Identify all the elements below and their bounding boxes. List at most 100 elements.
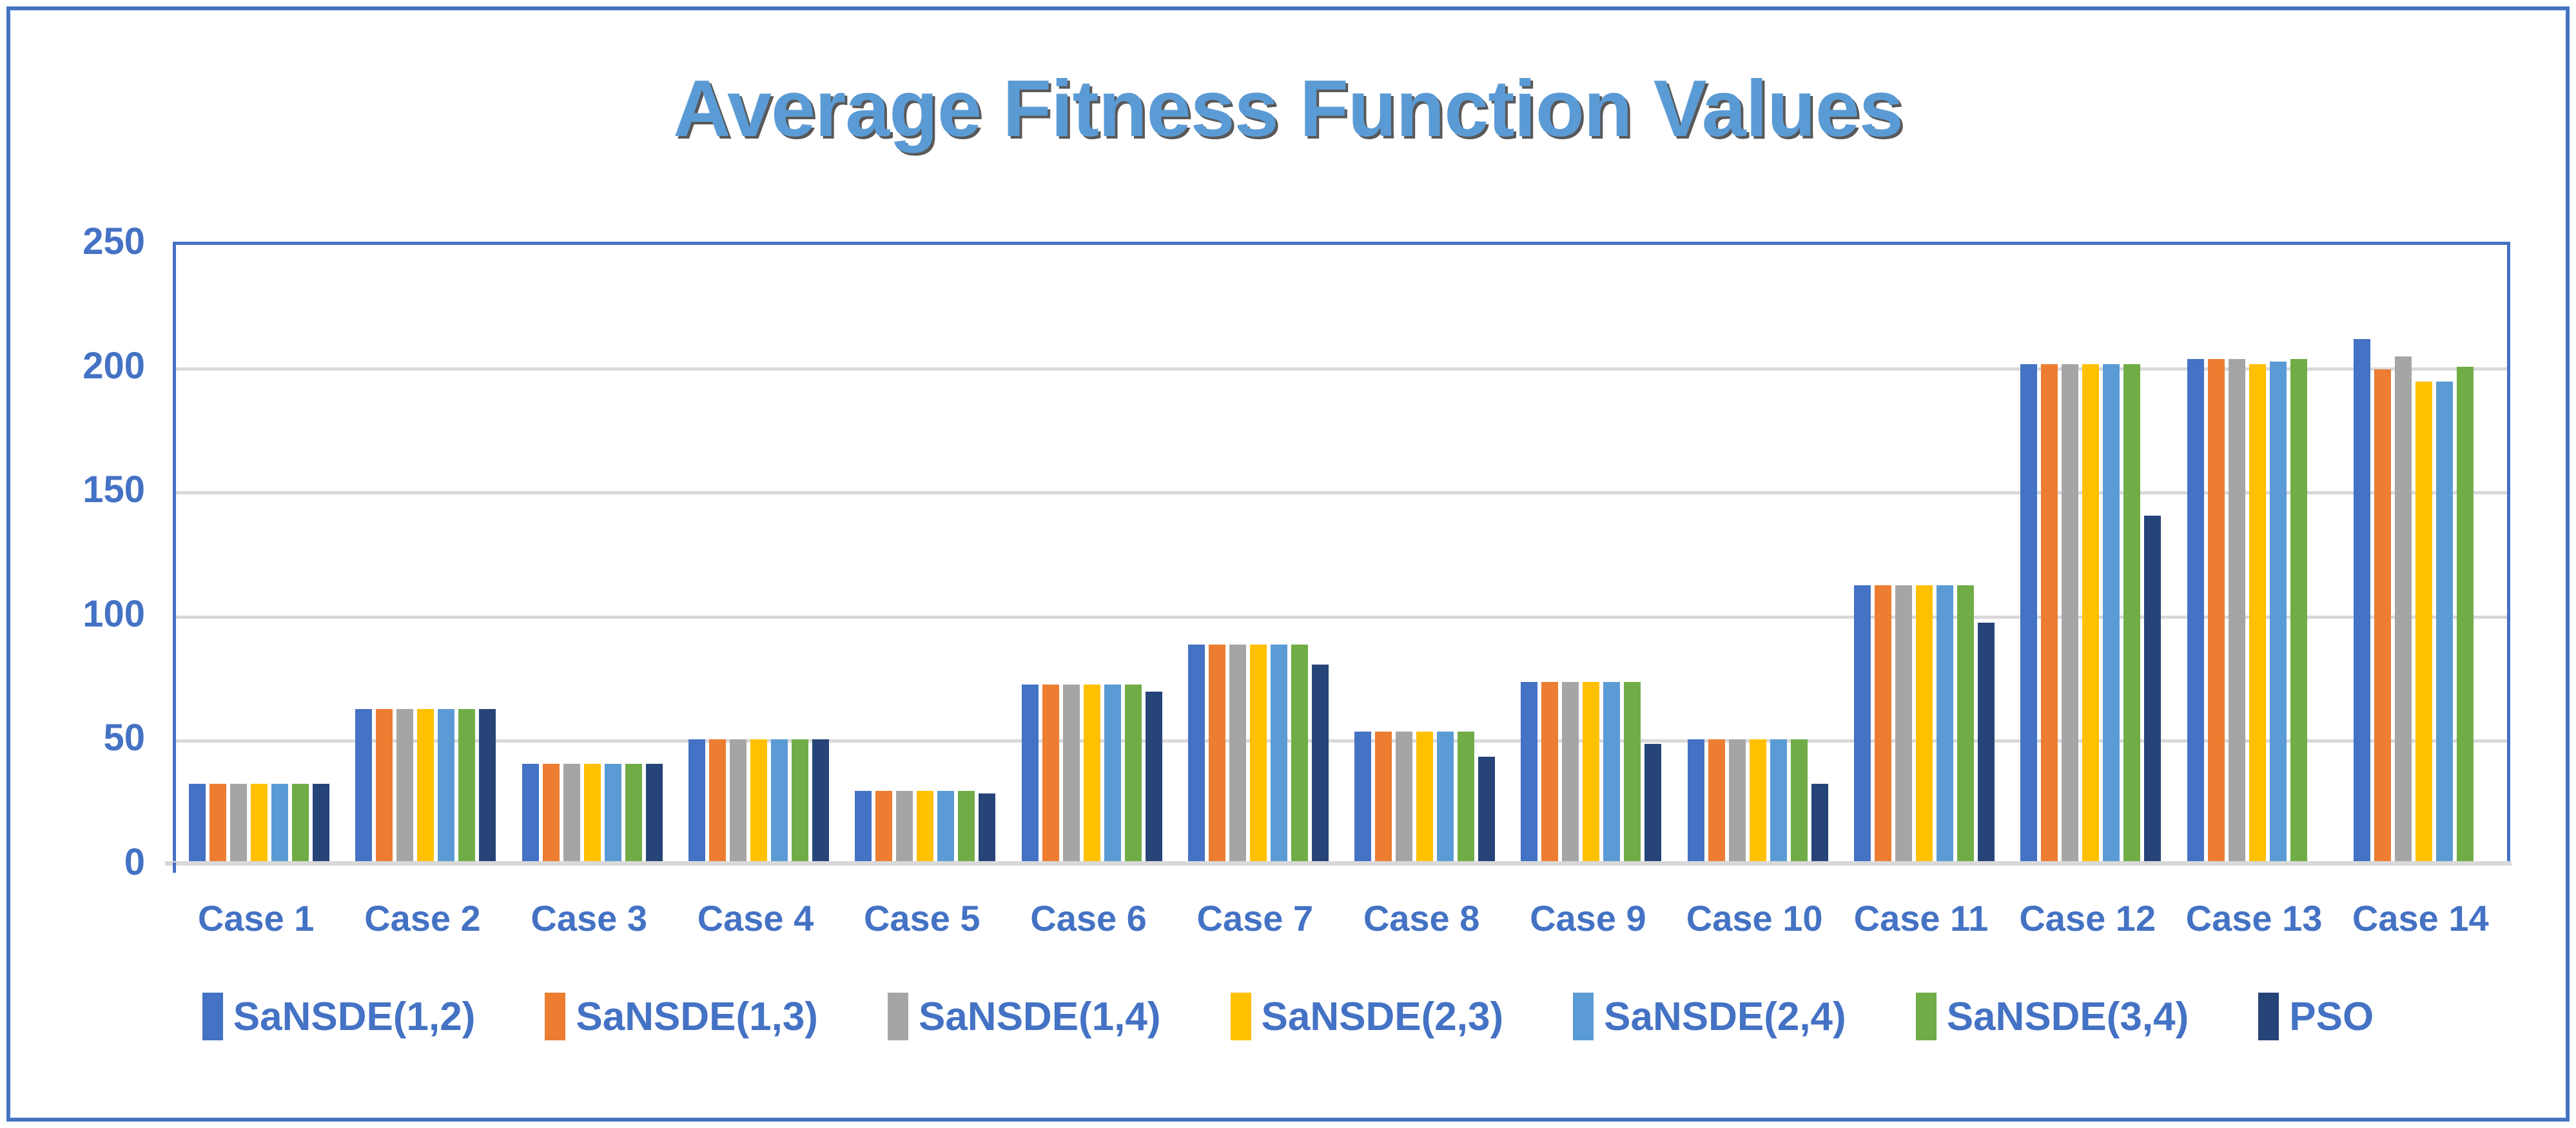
bar[interactable] xyxy=(812,739,829,866)
bar[interactable] xyxy=(1229,645,1246,866)
bar[interactable] xyxy=(563,764,580,866)
bar[interactable] xyxy=(2290,359,2307,866)
bar[interactable] xyxy=(1311,665,1329,866)
bar[interactable] xyxy=(189,784,206,866)
bar[interactable] xyxy=(750,739,767,866)
bar[interactable] xyxy=(1915,585,1933,866)
bar[interactable] xyxy=(2374,369,2391,866)
bar[interactable] xyxy=(1104,685,1121,866)
bar[interactable] xyxy=(708,739,726,866)
chart-title[interactable]: Average Fitness Function Values xyxy=(673,64,1904,153)
bar[interactable] xyxy=(1624,682,1641,866)
bar[interactable] xyxy=(1375,732,1392,866)
bar[interactable] xyxy=(1124,685,1142,866)
bar[interactable] xyxy=(210,784,227,866)
bar[interactable] xyxy=(1249,645,1267,866)
bar[interactable] xyxy=(875,791,893,866)
bar[interactable] xyxy=(2082,364,2100,866)
bar[interactable] xyxy=(1521,682,1538,866)
bar[interactable] xyxy=(1562,682,1579,866)
bar[interactable] xyxy=(417,709,434,866)
bar[interactable] xyxy=(1936,585,1953,866)
bar[interactable] xyxy=(1728,739,1746,866)
legend-item[interactable]: SaNSDE(2,3) xyxy=(1230,993,1503,1040)
bar[interactable] xyxy=(355,709,373,866)
bar[interactable] xyxy=(2435,382,2453,866)
bar[interactable] xyxy=(1541,682,1559,866)
bar[interactable] xyxy=(1062,685,1080,866)
bar[interactable] xyxy=(271,784,289,866)
bar[interactable] xyxy=(1437,732,1454,866)
bar[interactable] xyxy=(313,784,330,866)
bar[interactable] xyxy=(1770,739,1787,866)
bar[interactable] xyxy=(1042,685,1059,866)
bar[interactable] xyxy=(1583,682,1600,866)
bar[interactable] xyxy=(729,739,746,866)
bar[interactable] xyxy=(2062,364,2079,866)
bar[interactable] xyxy=(1187,645,1205,866)
bar[interactable] xyxy=(1811,784,1828,866)
legend-item[interactable]: PSO xyxy=(2258,993,2374,1040)
bar[interactable] xyxy=(2353,339,2370,866)
bar[interactable] xyxy=(2041,364,2058,866)
bar[interactable] xyxy=(2456,367,2474,866)
legend-item[interactable]: SaNSDE(1,2) xyxy=(202,993,475,1040)
bar[interactable] xyxy=(2228,359,2245,866)
legend-item[interactable]: SaNSDE(3,4) xyxy=(1915,993,2189,1040)
bar[interactable] xyxy=(479,709,496,866)
bar[interactable] xyxy=(1354,732,1372,866)
bar[interactable] xyxy=(438,709,455,866)
bar[interactable] xyxy=(1478,757,1496,866)
bar[interactable] xyxy=(625,764,642,866)
bar[interactable] xyxy=(2249,364,2266,866)
bar[interactable] xyxy=(937,791,955,866)
bar[interactable] xyxy=(1396,732,1413,866)
bar[interactable] xyxy=(1270,645,1287,866)
bar[interactable] xyxy=(2187,359,2204,866)
bar[interactable] xyxy=(2103,364,2120,866)
bar[interactable] xyxy=(2020,364,2038,866)
bar[interactable] xyxy=(1145,692,1162,866)
bar[interactable] xyxy=(251,784,268,866)
bar[interactable] xyxy=(688,739,705,866)
bar[interactable] xyxy=(1708,739,1725,866)
bar[interactable] xyxy=(1687,739,1704,866)
bar[interactable] xyxy=(979,793,996,866)
bar[interactable] xyxy=(522,764,539,866)
bar[interactable] xyxy=(1603,682,1621,866)
legend-item[interactable]: SaNSDE(2,4) xyxy=(1573,993,1846,1040)
bar[interactable] xyxy=(1416,732,1434,866)
bar[interactable] xyxy=(958,791,975,866)
bar[interactable] xyxy=(1956,585,1974,866)
bar[interactable] xyxy=(1208,645,1225,866)
bar[interactable] xyxy=(855,791,872,866)
bar[interactable] xyxy=(2123,364,2141,866)
bar[interactable] xyxy=(396,709,414,866)
bar[interactable] xyxy=(791,739,808,866)
bar[interactable] xyxy=(2207,359,2225,866)
bar[interactable] xyxy=(1977,623,1995,866)
bar[interactable] xyxy=(1749,739,1766,866)
bar[interactable] xyxy=(2394,356,2412,866)
legend-item[interactable]: SaNSDE(1,4) xyxy=(887,993,1161,1040)
bar[interactable] xyxy=(2269,362,2287,866)
bar[interactable] xyxy=(1874,585,1891,866)
bar[interactable] xyxy=(917,791,934,866)
bar[interactable] xyxy=(1021,685,1039,866)
bar[interactable] xyxy=(1790,739,1808,866)
bar[interactable] xyxy=(645,764,663,866)
bar[interactable] xyxy=(1644,744,1662,866)
bar[interactable] xyxy=(1291,645,1308,866)
bar[interactable] xyxy=(770,739,788,866)
bar[interactable] xyxy=(230,784,248,866)
legend-item[interactable]: SaNSDE(1,3) xyxy=(545,993,818,1040)
bar[interactable] xyxy=(2415,382,2432,866)
bar[interactable] xyxy=(1853,585,1871,866)
bar[interactable] xyxy=(1895,585,1912,866)
bar[interactable] xyxy=(604,764,621,866)
bar[interactable] xyxy=(1083,685,1100,866)
bar[interactable] xyxy=(583,764,601,866)
bar[interactable] xyxy=(896,791,913,866)
bar[interactable] xyxy=(292,784,309,866)
bar[interactable] xyxy=(542,764,560,866)
